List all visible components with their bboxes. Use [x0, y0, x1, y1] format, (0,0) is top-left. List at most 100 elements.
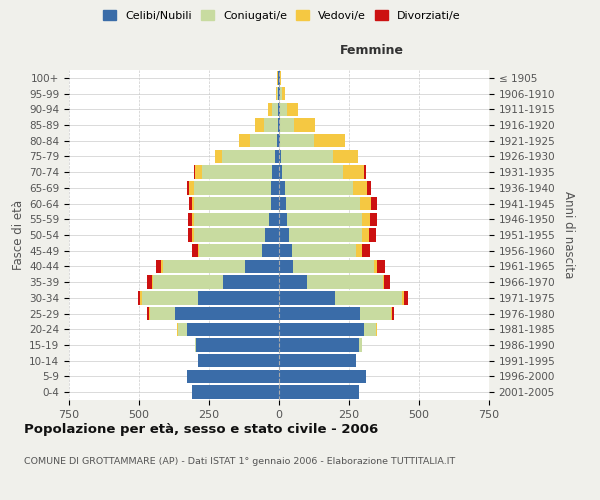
Bar	[391, 307, 392, 320]
Bar	[362, 244, 370, 258]
Bar	[368, 228, 376, 241]
Bar	[152, 276, 153, 289]
Bar	[286, 197, 360, 210]
Bar	[279, 181, 284, 194]
Bar	[190, 197, 192, 210]
Bar	[178, 322, 187, 336]
Bar	[262, 244, 279, 258]
Bar	[279, 260, 293, 273]
Bar	[362, 212, 370, 226]
Bar	[277, 134, 279, 147]
Bar	[282, 166, 343, 179]
Bar	[275, 87, 277, 100]
Bar	[343, 166, 364, 179]
Bar	[265, 228, 279, 241]
Bar	[362, 228, 368, 241]
Bar	[279, 102, 280, 116]
Bar	[198, 244, 199, 258]
Bar	[307, 276, 383, 289]
Bar	[187, 370, 279, 383]
Bar	[194, 212, 269, 226]
Bar	[280, 134, 314, 147]
Bar	[194, 228, 265, 241]
Bar	[284, 181, 353, 194]
Bar	[192, 228, 194, 241]
Bar	[279, 276, 307, 289]
Bar	[376, 322, 377, 336]
Bar	[371, 197, 377, 210]
Bar	[272, 166, 279, 179]
Bar	[194, 166, 195, 179]
Bar	[359, 338, 362, 351]
Bar	[278, 102, 279, 116]
Bar	[196, 338, 279, 351]
Bar	[280, 102, 287, 116]
Bar	[140, 291, 142, 304]
Bar	[192, 244, 198, 258]
Bar	[279, 212, 287, 226]
Bar	[221, 150, 275, 163]
Bar	[163, 260, 245, 273]
Bar	[195, 338, 196, 351]
Bar	[281, 150, 333, 163]
Bar	[279, 166, 282, 179]
Bar	[364, 166, 366, 179]
Bar	[280, 118, 295, 132]
Bar	[142, 291, 198, 304]
Bar	[194, 197, 271, 210]
Bar	[271, 197, 279, 210]
Bar	[360, 197, 371, 210]
Bar	[289, 228, 362, 241]
Bar	[370, 212, 377, 226]
Bar	[148, 276, 152, 289]
Bar	[198, 291, 279, 304]
Bar	[175, 307, 279, 320]
Bar	[250, 134, 277, 147]
Bar	[279, 354, 356, 368]
Bar	[377, 260, 385, 273]
Bar	[279, 338, 359, 351]
Bar	[269, 212, 279, 226]
Y-axis label: Fasce di età: Fasce di età	[12, 200, 25, 270]
Text: Popolazione per età, sesso e stato civile - 2006: Popolazione per età, sesso e stato civil…	[24, 422, 378, 436]
Bar	[150, 307, 175, 320]
Bar	[161, 260, 163, 273]
Bar	[279, 197, 286, 210]
Bar	[202, 166, 272, 179]
Bar	[279, 244, 292, 258]
Bar	[293, 260, 374, 273]
Bar	[215, 150, 221, 163]
Bar	[199, 244, 262, 258]
Bar	[188, 212, 192, 226]
Bar	[279, 322, 364, 336]
Text: COMUNE DI GROTTAMMARE (AP) - Dati ISTAT 1° gennaio 2006 - Elaborazione TUTTITALI: COMUNE DI GROTTAMMARE (AP) - Dati ISTAT …	[24, 458, 455, 466]
Bar	[374, 260, 377, 273]
Bar	[192, 197, 194, 210]
Bar	[255, 118, 263, 132]
Bar	[279, 307, 360, 320]
Bar	[404, 291, 408, 304]
Bar	[192, 386, 279, 399]
Bar	[392, 307, 394, 320]
Bar	[295, 118, 316, 132]
Bar	[279, 228, 289, 241]
Bar	[335, 291, 402, 304]
Bar	[384, 276, 389, 289]
Bar	[156, 260, 161, 273]
Bar	[282, 87, 285, 100]
Bar	[223, 276, 279, 289]
Bar	[279, 118, 280, 132]
Bar	[280, 87, 282, 100]
Bar	[275, 150, 279, 163]
Bar	[271, 181, 279, 194]
Text: Femmine: Femmine	[340, 44, 403, 57]
Bar	[279, 134, 280, 147]
Bar	[148, 307, 149, 320]
Bar	[195, 166, 202, 179]
Bar	[364, 322, 376, 336]
Bar	[268, 102, 272, 116]
Bar	[287, 212, 362, 226]
Bar	[353, 181, 367, 194]
Bar	[279, 386, 359, 399]
Bar	[187, 181, 190, 194]
